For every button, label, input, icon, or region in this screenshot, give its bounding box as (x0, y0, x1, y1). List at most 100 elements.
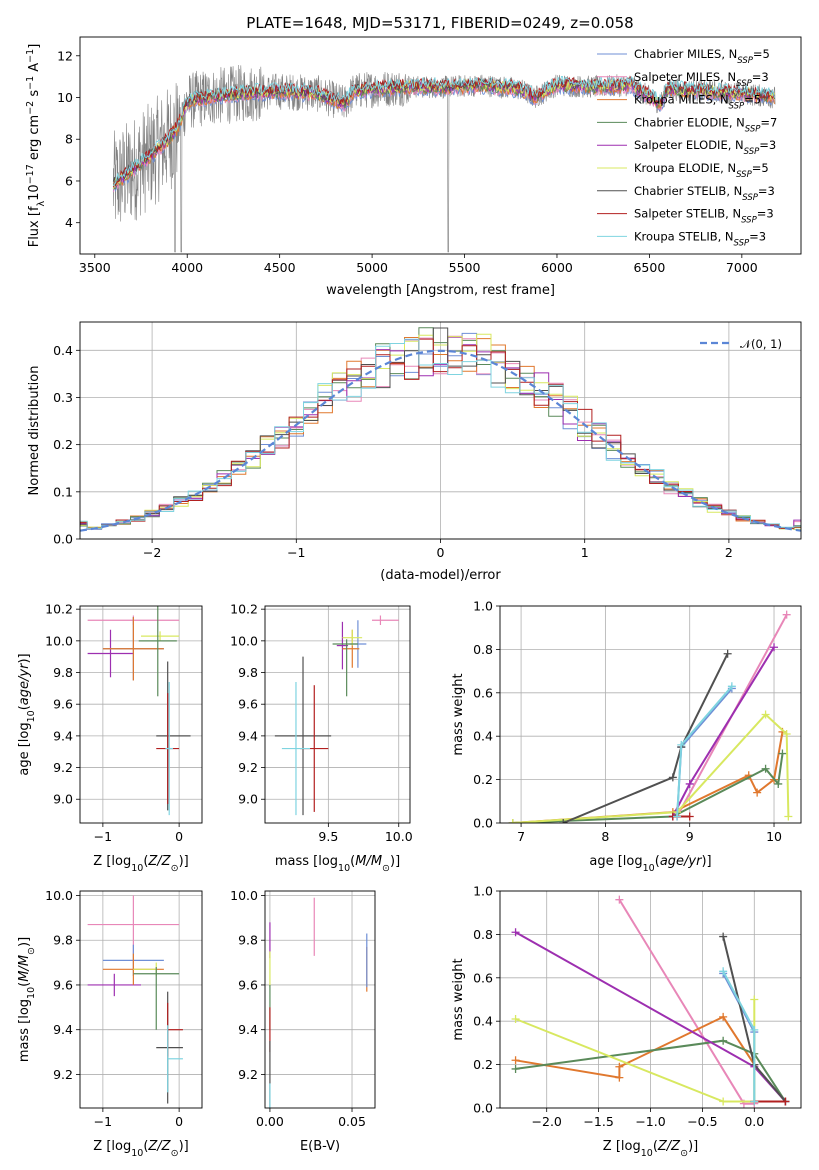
label-part: ( (655, 854, 660, 869)
mass_vs_Z-ticks: −1 0 9.2 9.4 9.6 9.8 10.0 (45, 888, 183, 1129)
weight-point-marker (673, 812, 682, 821)
label-part: age [log (589, 854, 642, 869)
label-part: ( (17, 982, 32, 987)
label-part: M/M (355, 854, 382, 869)
label-part: −17 (25, 164, 36, 184)
weight_vs_Z-axes-frame (499, 890, 802, 1109)
y-tick-label: 0.1 (53, 484, 73, 499)
y-tick-label: 0.2 (473, 772, 493, 787)
weight-point-marker (784, 812, 793, 821)
x-tick-label: −1.5 (583, 1114, 613, 1129)
weight_vs_age-ticks: 7 8 9 10 0.0 0.2 0.4 0.6 0.8 1.0 (473, 599, 782, 845)
y-tick-label: 10.0 (230, 888, 258, 903)
legend-sub: SSP (742, 193, 758, 203)
weight-vs-metallicity-plot: −2.0 −1.5 −1.0 −0.5 0.0 0.0 0.2 0.4 0.6 0.8 1.0 Z [… (451, 884, 802, 1159)
spectrum-y-axis-label: Flux [fλ10−17 erg cm−2 s−1 A−1] (25, 44, 47, 248)
legend-text: Salpeter ELODIE, N (634, 138, 744, 152)
y-tick-label: 9.8 (238, 665, 258, 680)
errorbar-chabrier-stelib (274, 656, 332, 816)
weight-point-marker (511, 1015, 520, 1024)
weight-series-salpeter-stelib (668, 812, 694, 821)
y-tick-label: 0.2 (473, 1057, 493, 1072)
mass-vs-extinction-panel: 0.00 0.05 9.2 9.4 9.6 9.8 10.0 E(B-V) (230, 888, 376, 1154)
label-part: 10 (641, 1148, 653, 1159)
label-part: )] (17, 653, 32, 663)
weight-line (512, 731, 784, 823)
label-part: erg cm (27, 115, 42, 164)
label-part: Z/Z (657, 1139, 681, 1154)
weight-line (515, 1039, 787, 1103)
legend-text: Kroupa ELODIE, N (634, 161, 736, 175)
weight-point-marker (677, 740, 686, 749)
x-tick-label: 4500 (264, 260, 296, 275)
mass_vs_ebv-ticks: 0.00 0.05 9.2 9.4 9.6 9.8 10.0 (230, 888, 366, 1129)
y-tick-label: 0.3 (53, 390, 73, 405)
label-part: mass [log (275, 854, 338, 869)
mass_vs_ebv-grid (265, 891, 375, 1108)
model-spectrum-kroupa-stelib (112, 75, 775, 187)
legend-sub: SSP (736, 79, 752, 89)
weight_vs_age-x-axis-label: age [log10(age/yr)] (589, 854, 711, 874)
legend-sub: SSP (741, 216, 757, 226)
y-tick-label: 10.2 (230, 602, 258, 617)
residuals-ticks: −2 −1 0 1 2 0.0 0.1 0.2 0.3 0.4 (53, 343, 733, 560)
weight-point-marker (615, 895, 624, 904)
spectrum-panel: 3500 4000 4500 5000 5500 6000 6500 7000 4 6 8 10 12 C… (25, 36, 802, 298)
mass_vs_ebv-errorbars (269, 897, 368, 1108)
label-part: )] (179, 854, 189, 869)
x-tick-label: 0.05 (338, 1114, 366, 1129)
spectrum-plot: 3500 4000 4500 5000 5500 6000 6500 7000 4 6 8 10 12 C… (25, 36, 802, 298)
errorbar-kroupa-miles (102, 617, 164, 681)
y-tick-label: 9.0 (238, 792, 258, 807)
residuals-panel: −2 −1 0 1 2 0.0 0.1 0.2 0.3 0.4 𝒩(0, 1) (data-model… (27, 321, 802, 583)
label-part: Z [log (603, 1139, 641, 1154)
legend-suffix: =3 (752, 70, 769, 84)
legend-text: Salpeter STELIB, N (634, 207, 741, 221)
y-tick-label: 10.0 (45, 633, 73, 648)
age_vs_mass-errorbars (274, 615, 399, 816)
age-vs-metallicity-panel: −1 09.09.29.49.69.810.010.2Z [log10(Z/Z⊙)… (17, 602, 203, 874)
residuals-axes-frame (79, 321, 802, 540)
x-tick-label: 0 (175, 829, 183, 844)
y-tick-label: 0.4 (473, 729, 493, 744)
x-tick-label: 2 (725, 545, 733, 560)
weight-point-marker (774, 779, 783, 788)
errorbar-salpeter-miles (371, 615, 399, 626)
legend-suffix: =7 (760, 115, 777, 129)
weight-point-marker (511, 928, 520, 937)
legend-label-normal: 𝒩(0, 1) (740, 337, 782, 351)
y-tick-label: 8 (65, 132, 73, 147)
legend-suffix: =3 (757, 207, 774, 221)
weight-point-marker (753, 788, 762, 797)
y-tick-label: 10.0 (45, 888, 73, 903)
age-vs-mass-panel: 9.5 10.0 9.0 9.2 9.4 9.6 9.8 10.0 10.2 mass [log1… (230, 602, 413, 874)
errorbar-kroupa-elodie (342, 629, 363, 646)
residual-histogram-kroupa-stelib (80, 338, 801, 529)
legend-label-salpeter-miles: Salpeter MILES, NSSP=3 (634, 70, 769, 89)
weight-line (515, 999, 756, 1103)
label-part: )] (390, 854, 400, 869)
y-tick-label: 9.4 (238, 728, 258, 743)
weight-series-chabrier-miles (719, 969, 759, 1106)
label-part: age/yr (660, 854, 703, 869)
label-part: 10 (131, 863, 143, 874)
weight-point-marker (770, 643, 779, 652)
label-part: age [log (17, 722, 32, 775)
label-part: Flux [f (27, 206, 42, 247)
y-tick-label: 9.6 (53, 697, 73, 712)
legend-sub: SSP (745, 124, 761, 134)
label-part: 10 (338, 863, 350, 874)
label-part: ⊙ (26, 947, 37, 955)
y-tick-label: 9.8 (53, 665, 73, 680)
legend-text: Chabrier ELODIE, N (634, 115, 745, 129)
legend-sub: SSP (737, 56, 753, 66)
age-vs-metallicity-plot: −1 09.09.29.49.69.810.010.2Z [log10(Z/Z⊙)… (17, 602, 203, 874)
weight-point-marker (511, 1064, 520, 1073)
weight-point-marker (615, 1062, 624, 1071)
mass_vs_Z-axes-frame (79, 890, 203, 1109)
weight_vs_Z-ticks: −2.0 −1.5 −1.0 −0.5 0.0 0.0 0.2 0.4 0.6 0.8 1.0 (473, 884, 764, 1130)
y-tick-label: 9.8 (53, 933, 73, 948)
y-tick-label: 9.8 (238, 933, 258, 948)
y-tick-label: 9.6 (238, 977, 258, 992)
